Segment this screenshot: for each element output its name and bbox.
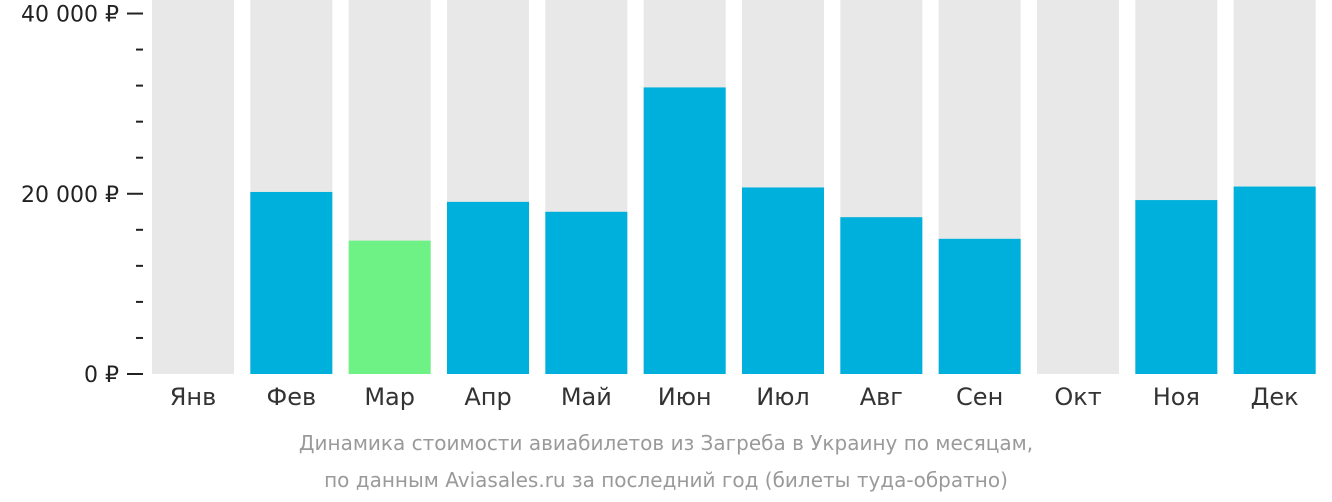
bar-11[interactable] — [1233, 186, 1316, 374]
x-tick-label-7: Авг — [860, 383, 903, 411]
y-tick-label-0: 0 ₽ — [84, 363, 119, 388]
bar-10[interactable] — [1135, 200, 1218, 374]
bar-7[interactable] — [840, 217, 923, 374]
y-tick-label-2: 40 000 ₽ — [21, 3, 119, 28]
bar-6[interactable] — [742, 187, 824, 374]
y-axis: 0 ₽ 20 000 ₽ 40 000 ₽ — [21, 3, 143, 388]
y-tick-label-1: 20 000 ₽ — [21, 183, 119, 208]
bar-4[interactable] — [545, 211, 628, 374]
bar-8[interactable] — [938, 238, 1021, 374]
chart-caption-line-1: Динамика стоимости авиабилетов из Загреб… — [298, 431, 1034, 455]
x-tick-label-1: Фев — [267, 383, 317, 411]
value-bars — [250, 87, 1316, 374]
x-tick-label-11: Дек — [1251, 383, 1299, 411]
chart-caption-line-2: по данным Aviasales.ru за последний год … — [324, 468, 1008, 492]
bar-2[interactable] — [348, 240, 431, 374]
x-tick-label-8: Сен — [956, 383, 1003, 411]
bar-3[interactable] — [447, 201, 529, 374]
x-tick-label-4: Май — [561, 383, 612, 411]
x-tick-label-0: Янв — [170, 383, 217, 411]
x-tick-label-2: Мар — [364, 383, 415, 411]
x-axis-labels: Янв Фев Мар Апр Май Июн Июл Авг Сен Окт Ноя Дек — [170, 383, 1299, 411]
x-tick-label-10: Ноя — [1153, 383, 1200, 411]
background-bar-9 — [1037, 0, 1119, 374]
bar-5[interactable] — [643, 87, 726, 374]
x-tick-label-3: Апр — [464, 383, 511, 411]
x-tick-label-9: Окт — [1054, 383, 1101, 411]
x-tick-label-6: Июл — [756, 383, 810, 411]
background-bar-0 — [152, 0, 234, 374]
x-tick-label-5: Июн — [658, 383, 712, 411]
bar-1[interactable] — [250, 191, 333, 374]
